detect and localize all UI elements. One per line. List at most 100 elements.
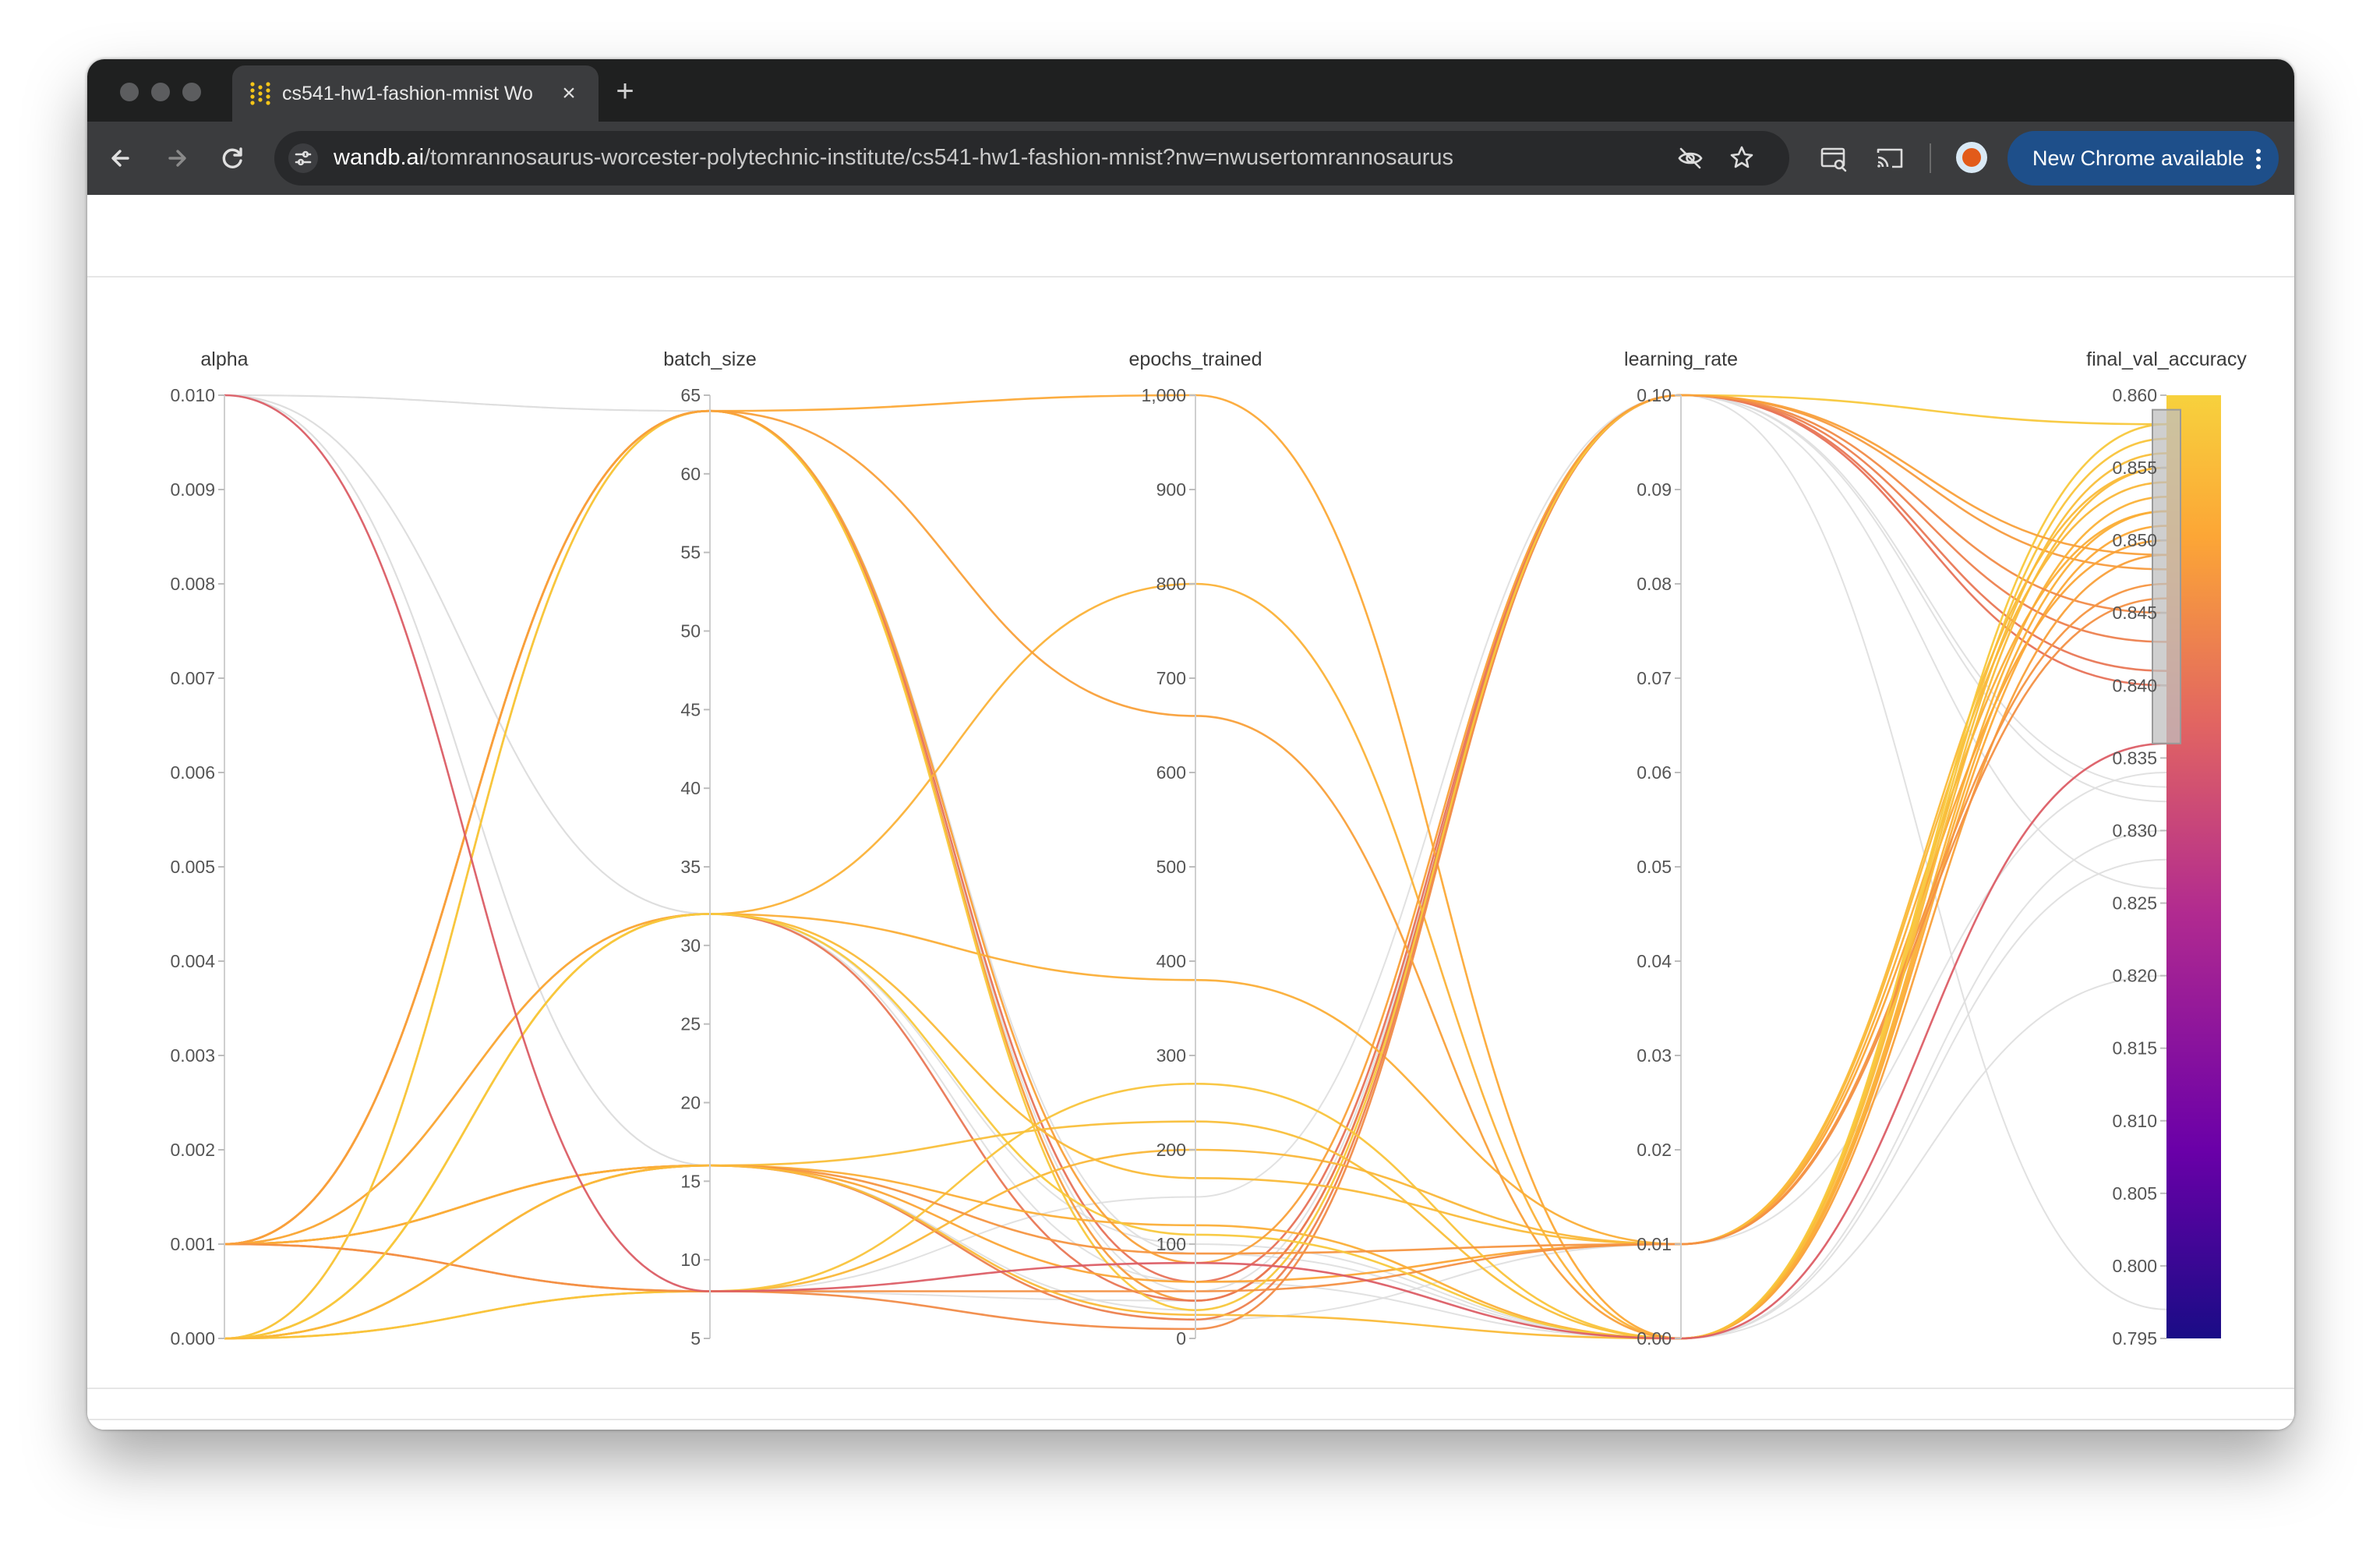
axis-alpha: alpha 0.000 0.001 0.002 0.003 0.004 0.005 0.006…	[170, 348, 248, 1349]
tick-label-epochs_trained: 100	[1156, 1234, 1186, 1254]
run-line-15[interactable]	[224, 510, 2167, 1340]
tick-label-final_val_accuracy: 0.860	[2112, 385, 2157, 405]
address-bar[interactable]: wandb.ai/tomrannosaurus-worcester-polyte…	[274, 131, 1789, 186]
tick-label-epochs_trained: 900	[1156, 479, 1186, 500]
tick-label-learning_rate: 0.07	[1637, 668, 1672, 688]
tick-label-alpha: 0.004	[170, 951, 215, 971]
close-icon[interactable]: ×	[562, 80, 576, 106]
axis-title-batch_size[interactable]: batch_size	[663, 348, 757, 370]
page-search-icon[interactable]	[1816, 140, 1852, 176]
run-line-29[interactable]	[224, 394, 2167, 1340]
axis-title-learning_rate[interactable]: learning_rate	[1624, 348, 1738, 370]
tick-label-final_val_accuracy: 0.795	[2112, 1328, 2157, 1349]
tick-label-epochs_trained: 600	[1156, 762, 1186, 783]
new-tab-button[interactable]: +	[616, 74, 634, 108]
tick-label-learning_rate: 0.08	[1637, 574, 1672, 594]
tick-label-batch_size: 30	[680, 935, 701, 956]
browser-window: cs541-hw1-fashion-mnist Wo × + wandb.ai/…	[87, 59, 2294, 1430]
tick-label-final_val_accuracy: 0.825	[2112, 893, 2157, 914]
tick-label-final_val_accuracy: 0.810	[2112, 1111, 2157, 1131]
tick-label-epochs_trained: 1,000	[1141, 385, 1186, 405]
tab-title: cs541-hw1-fashion-mnist Wo	[282, 83, 533, 104]
tick-label-batch_size: 60	[680, 464, 701, 484]
tick-label-epochs_trained: 0	[1176, 1328, 1186, 1349]
tick-label-final_val_accuracy: 0.820	[2112, 966, 2157, 986]
tick-label-learning_rate: 0.09	[1637, 479, 1672, 500]
run-line-27[interactable]	[224, 394, 2167, 1340]
bookmark-star-icon[interactable]	[1725, 142, 1758, 175]
axis-title-epochs_trained[interactable]: epochs_trained	[1129, 348, 1262, 370]
back-arrow-icon[interactable]	[103, 140, 139, 176]
cast-icon[interactable]	[1872, 140, 1908, 176]
tick-label-final_val_accuracy: 0.850	[2112, 530, 2157, 550]
forward-arrow-icon[interactable]	[159, 140, 195, 176]
axis-batch_size: batch_size 5 10 15 20 25 30 35 40 45 50 55 60 65	[663, 348, 757, 1349]
run-line-20[interactable]	[224, 394, 2167, 1264]
tick-label-learning_rate: 0.04	[1637, 951, 1672, 971]
tick-label-alpha: 0.002	[170, 1140, 215, 1160]
close-window-button[interactable]	[120, 83, 139, 101]
tick-label-final_val_accuracy: 0.815	[2112, 1038, 2157, 1059]
tick-label-final_val_accuracy: 0.835	[2112, 748, 2157, 768]
tick-label-batch_size: 20	[680, 1093, 701, 1113]
tick-label-alpha: 0.007	[170, 668, 215, 688]
tick-label-alpha: 0.008	[170, 574, 215, 594]
axis-learning_rate: learning_rate 0.00 0.01 0.02 0.03 0.04 0.05 0.0…	[1624, 348, 1738, 1349]
tick-label-final_val_accuracy: 0.845	[2112, 603, 2157, 623]
axis-title-final_val_accuracy[interactable]: final_val_accuracy	[2086, 348, 2247, 370]
tick-label-final_val_accuracy: 0.855	[2112, 458, 2157, 478]
tick-label-batch_size: 55	[680, 543, 701, 563]
tick-label-batch_size: 45	[680, 699, 701, 719]
tick-label-learning_rate: 0.06	[1637, 762, 1672, 783]
profile-avatar[interactable]	[1956, 142, 1987, 173]
tab-bar: cs541-hw1-fashion-mnist Wo × +	[87, 59, 2294, 122]
tick-label-epochs_trained: 200	[1156, 1140, 1186, 1160]
maximize-window-button[interactable]	[182, 83, 201, 101]
tick-label-batch_size: 25	[680, 1014, 701, 1034]
tick-label-learning_rate: 0.02	[1637, 1140, 1672, 1160]
axis-epochs_trained: epochs_trained 0 100 200 300 400 500 600 700 800 9…	[1129, 348, 1262, 1349]
tick-label-final_val_accuracy: 0.805	[2112, 1183, 2157, 1204]
tick-label-batch_size: 65	[680, 385, 701, 405]
tick-label-batch_size: 40	[680, 778, 701, 798]
tick-label-learning_rate: 0.01	[1637, 1234, 1672, 1254]
tick-label-epochs_trained: 500	[1156, 857, 1186, 877]
tick-label-epochs_trained: 300	[1156, 1045, 1186, 1066]
url-path: /tomrannosaurus-worcester-polytechnic-in…	[424, 145, 1453, 170]
parallel-coordinates-chart[interactable]: alpha0.0000.0010.0020.0030.0040.0050.006…	[87, 195, 2294, 1364]
axis-title-alpha[interactable]: alpha	[200, 348, 248, 370]
run-line-21[interactable]	[224, 466, 2167, 1340]
eye-off-icon[interactable]	[1674, 142, 1707, 175]
tick-label-alpha: 0.001	[170, 1234, 215, 1254]
tick-label-alpha: 0.000	[170, 1328, 215, 1349]
wandb-logo-icon	[250, 82, 270, 105]
tick-label-final_val_accuracy: 0.840	[2112, 675, 2157, 695]
tick-label-batch_size: 10	[680, 1250, 701, 1270]
tick-label-batch_size: 50	[680, 621, 701, 642]
new-chrome-available-button[interactable]: New Chrome available	[2007, 131, 2279, 186]
panel-bottom-border	[87, 1388, 2294, 1389]
tick-label-learning_rate: 0.10	[1637, 385, 1672, 405]
avatar-basketball-icon	[1962, 148, 1981, 167]
tick-label-epochs_trained: 800	[1156, 574, 1186, 594]
active-tab[interactable]: cs541-hw1-fashion-mnist Wo ×	[232, 65, 599, 122]
site-settings-icon[interactable]	[287, 142, 320, 175]
accuracy-brush-handle[interactable]	[2152, 408, 2181, 744]
tick-label-final_val_accuracy: 0.830	[2112, 820, 2157, 840]
tick-label-alpha: 0.010	[170, 385, 215, 405]
tick-label-epochs_trained: 400	[1156, 951, 1186, 971]
panel-top-border	[87, 276, 2294, 278]
more-vert-icon[interactable]	[2251, 145, 2266, 173]
reload-icon[interactable]	[215, 140, 251, 176]
url-text[interactable]: wandb.ai/tomrannosaurus-worcester-polyte…	[334, 145, 1453, 173]
browser-toolbar: wandb.ai/tomrannosaurus-worcester-polyte…	[87, 122, 2294, 195]
run-line-18[interactable]	[224, 597, 2167, 1292]
tick-label-learning_rate: 0.05	[1637, 857, 1672, 877]
run-line-6[interactable]	[224, 510, 2167, 1246]
toolbar-separator	[1930, 143, 1931, 173]
run-line-12[interactable]	[224, 437, 2167, 1340]
url-host: wandb.ai	[334, 145, 425, 170]
minimize-window-button[interactable]	[151, 83, 170, 101]
run-line-19[interactable]	[224, 422, 2167, 1340]
tick-label-alpha: 0.006	[170, 762, 215, 783]
